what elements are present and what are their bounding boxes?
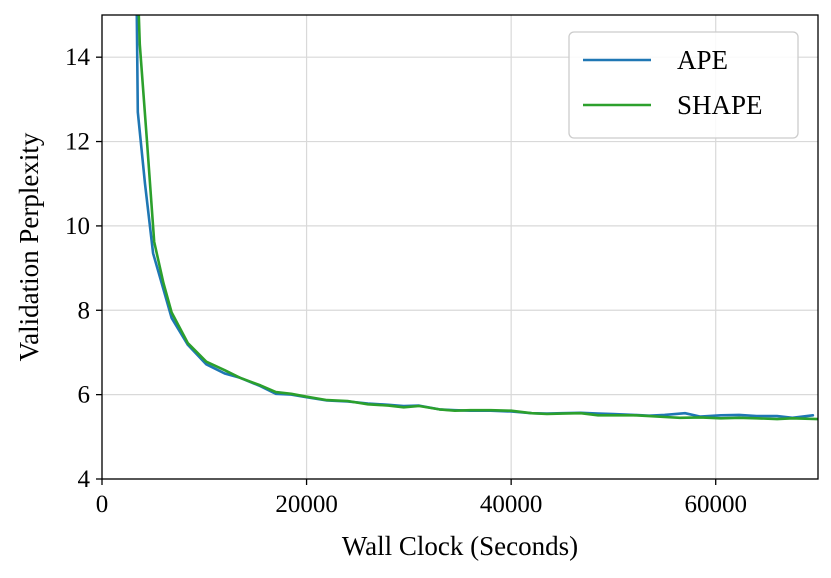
y-tick-label: 8: [78, 297, 91, 324]
x-tick-label: 0: [96, 491, 109, 518]
x-tick-label: 60000: [684, 491, 747, 518]
legend-box: [568, 31, 799, 139]
plot-frame: [101, 14, 819, 480]
legend-label-shape: SHAPE: [677, 90, 763, 120]
y-tick-label: 14: [65, 44, 91, 71]
y-tick-label: 4: [78, 466, 91, 493]
y-tick-label: 10: [65, 213, 90, 240]
series-layer: [135, 15, 818, 421]
x-tick-label: 20000: [275, 491, 338, 518]
tick-layer: 0 20000 40000 60000 4 6 8 10 12 14: [65, 44, 747, 518]
legend: APE SHAPE: [568, 31, 799, 139]
y-tick-label: 6: [78, 382, 91, 409]
x-axis-label: Wall Clock (Seconds): [342, 531, 578, 561]
y-tick-label: 12: [65, 129, 90, 156]
series-line-shape: [137, 15, 818, 421]
legend-label-ape: APE: [677, 45, 728, 75]
y-axis-label: Validation Perplexity: [14, 132, 44, 361]
x-tick-label: 40000: [480, 491, 543, 518]
